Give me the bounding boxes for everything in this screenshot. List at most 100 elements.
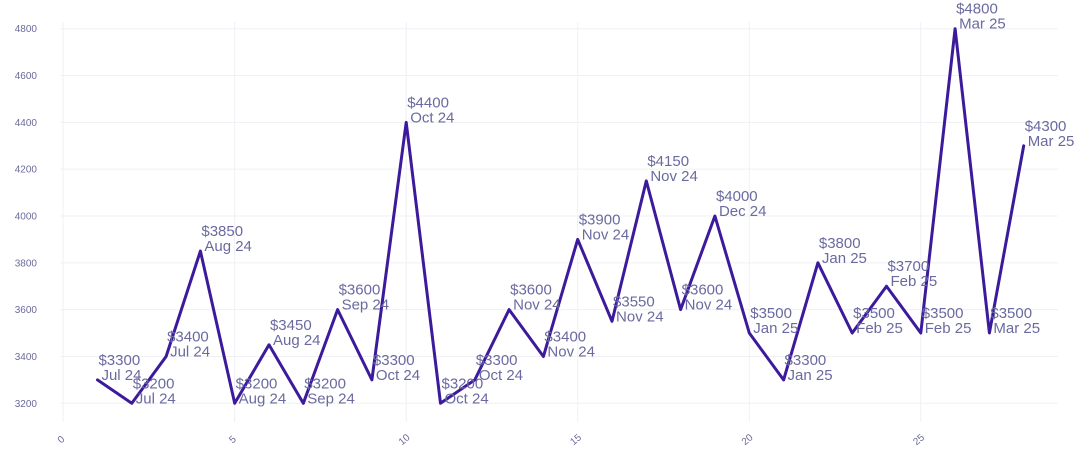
- data-label-value: $3450: [270, 317, 312, 334]
- data-label-value: $3300: [98, 352, 140, 369]
- data-label: $3200 Oct 24: [442, 375, 489, 407]
- series-line: [96, 27, 1026, 405]
- data-label-value: $3200: [133, 375, 175, 392]
- x-tick-label: 25: [911, 432, 927, 448]
- data-label: $3550 Nov 24: [613, 293, 664, 325]
- data-label-value: $3700: [887, 258, 929, 275]
- data-label: $3400 Jul 24: [167, 328, 210, 360]
- data-label-date: Jul 24: [101, 367, 141, 384]
- data-label-date: Nov 24: [547, 343, 595, 360]
- data-label-date: Oct 24: [445, 390, 489, 407]
- data-label-date: Nov 24: [513, 297, 561, 314]
- data-label-date: Aug 24: [273, 332, 321, 349]
- x-tick-label: 5: [227, 434, 239, 446]
- data-label: $3600 Sep 24: [339, 282, 390, 314]
- data-label-value: $3500: [853, 305, 895, 322]
- data-label-value: $3300: [785, 352, 827, 369]
- data-label: $3200 Jul 24: [133, 375, 176, 407]
- data-label-value: $3300: [373, 352, 415, 369]
- x-tick-label: 15: [568, 432, 584, 448]
- data-label: $3700 Feb 25: [887, 258, 937, 290]
- data-label-value: $3200: [304, 375, 346, 392]
- data-label-date: Feb 25: [925, 320, 972, 337]
- data-label-date: Feb 25: [856, 320, 903, 337]
- data-label: $3200 Sep 24: [304, 375, 355, 407]
- data-label: $3900 Nov 24: [579, 211, 630, 243]
- data-label: $3500 Feb 25: [853, 305, 903, 337]
- data-label-value: $3850: [201, 223, 243, 240]
- x-tick-label: 0: [56, 434, 68, 446]
- y-tick-label: 3800: [15, 258, 38, 269]
- data-label: $3300 Oct 24: [373, 352, 420, 384]
- data-label: $3300 Oct 24: [476, 352, 523, 384]
- data-label: $3400 Nov 24: [544, 328, 595, 360]
- data-label: $3500 Feb 25: [922, 305, 972, 337]
- data-label: $3500 Jan 25: [750, 305, 798, 337]
- data-label: $4000 Dec 24: [716, 188, 767, 220]
- data-label-value: $3550: [613, 293, 655, 310]
- data-label-date: Nov 24: [616, 308, 664, 325]
- data-label-date: Nov 24: [582, 226, 630, 243]
- data-label-value: $3900: [579, 211, 621, 228]
- data-label-value: $3600: [339, 282, 381, 299]
- data-label-value: $4800: [956, 1, 998, 18]
- data-label-value: $3500: [990, 305, 1032, 322]
- data-label-value: $3200: [236, 375, 278, 392]
- data-label: $3500 Mar 25: [990, 305, 1040, 337]
- data-label-value: $3600: [510, 282, 552, 299]
- data-label-value: $4000: [716, 188, 758, 205]
- data-label-date: Jan 25: [822, 250, 867, 267]
- data-label-date: Oct 24: [376, 367, 420, 384]
- data-label-date: Mar 25: [1028, 133, 1075, 150]
- data-label-date: Aug 24: [239, 390, 287, 407]
- data-label-date: Jan 25: [753, 320, 798, 337]
- y-tick-label: 4600: [15, 71, 38, 82]
- data-label: $4800 Mar 25: [956, 1, 1006, 33]
- data-label-value: $3400: [544, 328, 586, 345]
- grid-layer: [60, 22, 1058, 422]
- data-label-date: Jul 24: [170, 343, 210, 360]
- data-label: $4150 Nov 24: [647, 153, 698, 185]
- data-label-value: $4300: [1025, 118, 1067, 135]
- data-label-date: Feb 25: [890, 273, 937, 290]
- y-tick-label: 3600: [15, 305, 38, 316]
- data-label-date: Jul 24: [136, 390, 176, 407]
- data-label-date: Aug 24: [204, 238, 252, 255]
- data-label: $4300 Mar 25: [1025, 118, 1075, 150]
- data-label-value: $3300: [476, 352, 518, 369]
- data-label-date: Sep 24: [307, 390, 355, 407]
- x-tick-label: 10: [397, 432, 413, 448]
- data-label-value: $3400: [167, 328, 209, 345]
- data-label: $3300 Jul 24: [98, 352, 141, 384]
- data-label-value: $3500: [922, 305, 964, 322]
- data-label: $3200 Aug 24: [236, 375, 287, 407]
- data-label-date: Nov 24: [685, 297, 733, 314]
- data-label-date: Mar 25: [959, 16, 1006, 33]
- y-tick-label: 3400: [15, 352, 38, 363]
- data-label-value: $3800: [819, 235, 861, 252]
- data-label: $3800 Jan 25: [819, 235, 867, 267]
- data-label-date: Jan 25: [788, 367, 833, 384]
- data-label-date: Mar 25: [993, 320, 1040, 337]
- data-label-layer: $3300 Jul 24$3200 Jul 24$3400 Jul 24$3850 Au…: [98, 1, 1074, 408]
- data-label-value: $4400: [407, 94, 449, 111]
- data-label-date: Dec 24: [719, 203, 767, 220]
- data-label-value: $3500: [750, 305, 792, 322]
- y-tick-label: 3200: [15, 399, 38, 410]
- data-label-date: Oct 24: [410, 109, 454, 126]
- y-tick-label: 4000: [15, 212, 38, 223]
- data-label-value: $3200: [442, 375, 484, 392]
- data-label: $3300 Jan 25: [785, 352, 833, 384]
- y-tick-label: 4800: [15, 24, 38, 35]
- y-tick-label: 4200: [15, 165, 38, 176]
- x-tick-label: 20: [740, 432, 756, 448]
- data-label-date: Sep 24: [342, 297, 390, 314]
- data-label: $3600 Nov 24: [682, 282, 733, 314]
- data-label-value: $4150: [647, 153, 689, 170]
- data-label-value: $3600: [682, 282, 724, 299]
- y-tick-label: 4400: [15, 118, 38, 129]
- data-label: $3450 Aug 24: [270, 317, 321, 349]
- data-label-date: Oct 24: [479, 367, 523, 384]
